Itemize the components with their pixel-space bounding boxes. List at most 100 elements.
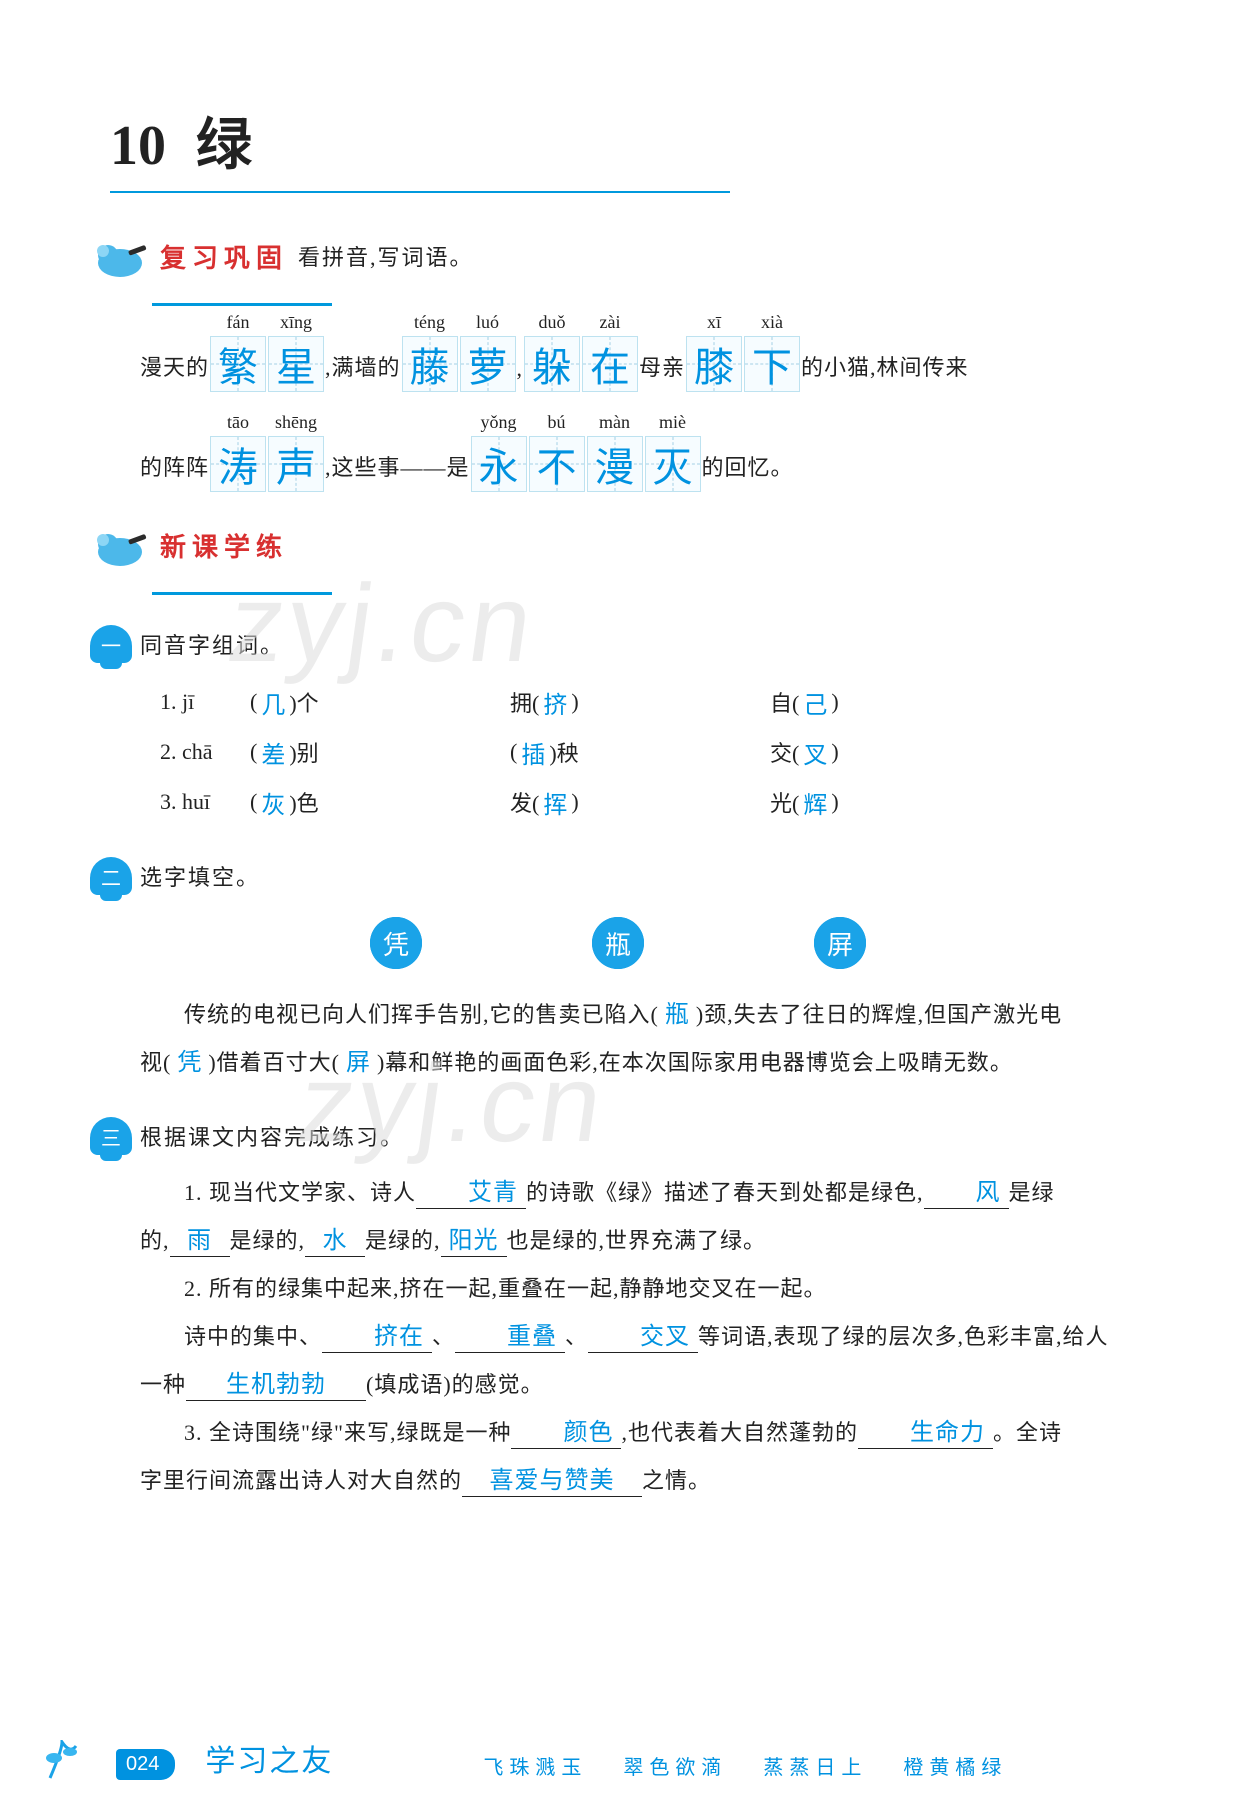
- row-num: 2.: [160, 739, 177, 764]
- lesson-title: 10 绿: [110, 100, 1160, 181]
- text-segment: 的回忆。: [702, 450, 794, 492]
- char-box: 永: [471, 436, 527, 492]
- badge-icon: 一: [90, 625, 132, 663]
- answer-char: 膝: [694, 335, 734, 393]
- answer-blank: 生机勃勃: [186, 1370, 366, 1401]
- answer-text: 灰: [261, 785, 285, 820]
- answer-char: 漫: [595, 435, 635, 493]
- text-segment: 也是绿的,世界充满了绿。: [507, 1228, 767, 1253]
- char-box: 膝: [686, 336, 742, 392]
- text-segment: 的,: [140, 1228, 170, 1253]
- text-segment: )幕和鲜艳的画面色彩,在本次国际家用电器博览会上吸睛无数。: [377, 1050, 1013, 1075]
- row-num: 3.: [160, 789, 177, 814]
- footer-logo: 学习之友: [205, 1736, 333, 1780]
- answer-blank: 挤在: [322, 1322, 432, 1353]
- pinyin: yǒng: [481, 412, 517, 436]
- text-segment: 光(: [770, 786, 799, 818]
- pinyin: luó: [476, 312, 499, 336]
- pinyin: miè: [659, 412, 686, 436]
- text-segment: 自(: [770, 686, 799, 718]
- answer-text: 挤: [543, 685, 567, 720]
- answer-text: 凭: [171, 1050, 208, 1076]
- text-segment: 拥(: [510, 686, 539, 718]
- exercise-2-paragraph: 视(凭)借着百寸大(屏)幕和鲜艳的画面色彩,在本次国际家用电器博览会上吸睛无数。: [140, 1039, 1160, 1087]
- title-underline: [110, 191, 730, 193]
- answer-char: 下: [752, 335, 792, 393]
- answer-text: 瓶: [659, 1002, 696, 1028]
- char-box: 在: [582, 336, 638, 392]
- answer-blank: 水: [305, 1226, 365, 1257]
- text-segment: ,这些事——是: [325, 450, 470, 492]
- answer-char: 星: [276, 335, 316, 393]
- char-box: 星: [268, 336, 324, 392]
- elephant-icon: [90, 233, 150, 279]
- answer-blank: 风: [924, 1178, 1009, 1209]
- answer-text: 差: [261, 735, 285, 770]
- heading-practice: 新课学练: [160, 527, 288, 564]
- char-box: 涛: [210, 436, 266, 492]
- text-segment: )别: [289, 736, 318, 768]
- answer-blank: 生命力: [858, 1418, 993, 1449]
- chip-label: 瓶: [605, 925, 631, 962]
- text-segment: 全诗围绕"绿"来写,绿既是一种: [209, 1420, 511, 1445]
- heading-review-sub: 看拼音,写词语。: [298, 240, 474, 272]
- text-segment: 一种: [140, 1372, 186, 1397]
- text-segment: ,也代表着大自然蓬勃的: [621, 1420, 858, 1445]
- char-box: 下: [744, 336, 800, 392]
- text-segment: )个: [289, 686, 318, 718]
- char-box: 灭: [645, 436, 701, 492]
- answer-char: 永: [479, 435, 519, 493]
- text-segment: 现当代文学家、诗人: [209, 1180, 416, 1205]
- pinyin: fán: [227, 312, 250, 336]
- answer-char: 不: [537, 435, 577, 493]
- watermark-text: zyj.cn: [221, 560, 544, 687]
- answer-text: 己: [803, 685, 827, 720]
- answer-blank: 重叠: [455, 1322, 565, 1353]
- text-segment: )借着百寸大(: [208, 1050, 340, 1075]
- question-3: 3. 全诗围绕"绿"来写,绿既是一种颜色,也代表着大自然蓬勃的生命力。全诗: [140, 1409, 1160, 1457]
- row-pinyin: huī: [182, 789, 210, 814]
- heading-underline: [152, 303, 332, 306]
- pinyin: téng: [414, 312, 445, 336]
- answer-blank: 交叉: [588, 1322, 698, 1353]
- pinyin: màn: [599, 412, 630, 436]
- chip: 屏: [814, 917, 866, 969]
- question-2-line2: 诗中的集中、挤在、重叠、交叉等词语,表现了绿的层次多,色彩丰富,给人: [140, 1313, 1160, 1361]
- text-segment: ): [831, 739, 838, 765]
- q-num: 3.: [184, 1420, 203, 1445]
- subsection-1: 一 同音字组词。: [90, 625, 1160, 663]
- text-segment: (: [510, 739, 517, 765]
- page-footer: 024 学习之友 飞珠溅玉 翠色欲滴 蒸蒸日上 橙黄橘绿: [40, 1736, 1190, 1780]
- char-box: 声: [268, 436, 324, 492]
- answer-blank: 阳光: [441, 1226, 507, 1257]
- answer-char: 藤: [410, 335, 450, 393]
- text-segment: ): [571, 789, 578, 815]
- text-segment: )秧: [549, 736, 578, 768]
- text-segment: 交(: [770, 736, 799, 768]
- pinyin: duǒ: [539, 312, 566, 336]
- char-box: 不: [529, 436, 585, 492]
- pinyin: xià: [761, 312, 783, 336]
- text-segment: 是绿的,: [230, 1228, 306, 1253]
- pinyin-line-2: 的阵阵 tāo涛 shēng声 ,这些事——是 yǒng永 bú不 màn漫 m…: [140, 412, 1160, 492]
- chip: 凭: [370, 917, 422, 969]
- pinyin: bú: [548, 412, 566, 436]
- text-segment: ): [831, 789, 838, 815]
- question-2: 2. 所有的绿集中起来,挤在一起,重叠在一起,静静地交叉在一起。: [140, 1265, 1160, 1313]
- pinyin: zài: [600, 312, 621, 336]
- text-segment: )色: [289, 786, 318, 818]
- answer-char: 在: [590, 335, 630, 393]
- char-box: 漫: [587, 436, 643, 492]
- subsection-title: 根据课文内容完成练习。: [140, 1120, 404, 1152]
- text-segment: 、: [565, 1324, 588, 1349]
- text-segment: 是绿: [1009, 1180, 1055, 1205]
- pinyin: shēng: [275, 412, 317, 436]
- section-review: 复习巩固 看拼音,写词语。: [90, 233, 1160, 279]
- lesson-char: 绿: [196, 100, 252, 181]
- section-practice: 新课学练: [90, 522, 1160, 568]
- text-segment: 诗中的集中、: [184, 1324, 322, 1349]
- answer-text: 挥: [543, 785, 567, 820]
- text-segment: 、: [432, 1324, 455, 1349]
- text-segment: ): [831, 689, 838, 715]
- row-num: 1.: [160, 689, 177, 714]
